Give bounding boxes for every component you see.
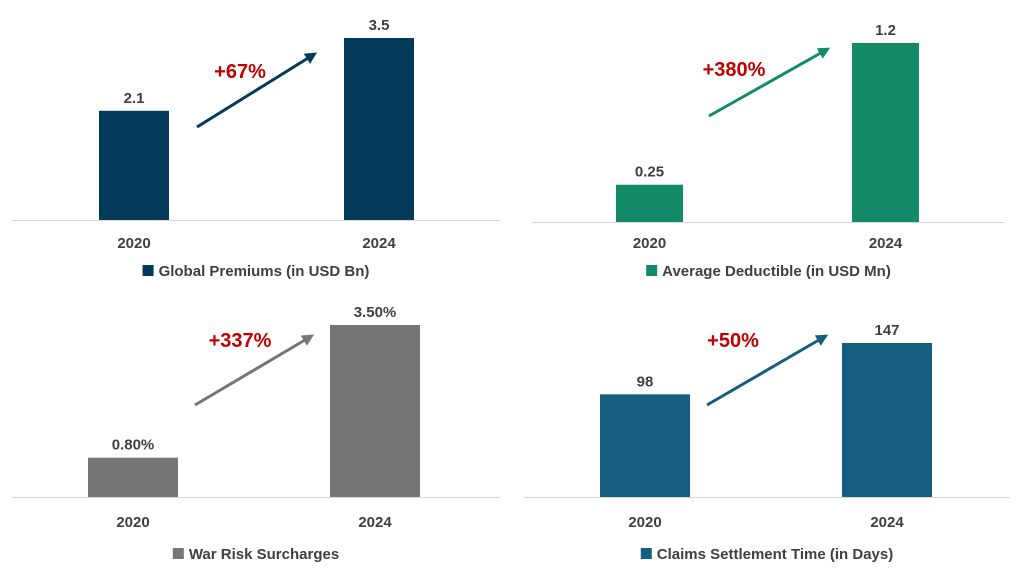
data-label: 1.2 [875,22,896,39]
x-tick-label: 2024 [358,514,392,531]
chart-panel-4: 98 2020 147 2024 +50% Claims Settlement Time … [524,322,1010,563]
data-label: 147 [874,322,899,339]
legend-label: Average Deductible (in USD Mn) [662,263,891,280]
legend-label: Claims Settlement Time (in Days) [657,546,893,563]
x-tick-label: 2024 [362,235,396,252]
growth-annotation: +337% [209,330,272,352]
legend-swatch [142,265,154,276]
data-label: 0.80% [112,437,155,454]
growth-annotation: +380% [703,59,766,81]
data-label: 0.25 [635,164,664,181]
x-tick-label: 2020 [633,235,666,252]
growth-annotation: +50% [707,330,759,352]
legend-swatch [640,548,652,559]
x-tick-label: 2020 [628,514,661,531]
data-label: 2.1 [124,90,145,107]
growth-arrow-icon [706,334,829,407]
growth-arrow-icon [708,47,831,118]
bar-2020 [600,394,690,497]
legend-label: Global Premiums (in USD Bn) [159,263,370,280]
data-label: 3.50% [354,304,397,321]
x-tick-label: 2020 [116,514,149,531]
x-tick-label: 2024 [869,235,903,252]
data-label: 3.5 [369,17,390,34]
growth-arrow-icon [194,334,315,407]
bar-2020 [88,457,178,497]
chart-panel-1: 2.1 2020 3.5 2024 +67% Global Premiums (in US… [12,17,500,280]
legend-swatch [646,265,658,276]
bar-2024 [344,38,414,220]
bar-2024 [330,325,420,497]
growth-annotation: +67% [214,61,266,83]
bar-2020 [616,184,683,222]
legend-label: War Risk Surcharges [189,546,339,563]
growth-arrow-icon [196,52,318,129]
x-tick-label: 2024 [870,514,904,531]
data-label: 98 [637,373,654,390]
bar-2024 [852,43,919,222]
chart-panel-2: 0.25 2020 1.2 2024 +380% Average Deductible (… [532,22,1005,280]
bar-2020 [99,110,169,220]
x-tick-label: 2020 [117,235,150,252]
bar-2024 [842,343,932,497]
chart-panel-3: 0.80% 2020 3.50% 2024 +337% War Risk Surcharg… [12,304,500,563]
legend-swatch [172,548,184,559]
